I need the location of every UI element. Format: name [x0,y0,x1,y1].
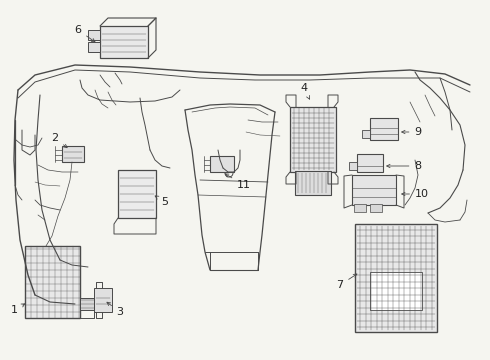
Text: 9: 9 [402,127,421,137]
Text: 5: 5 [155,196,169,207]
Bar [354,204,366,212]
Bar [118,170,156,218]
Bar [355,224,437,332]
Text: 8: 8 [387,161,421,171]
Bar [88,42,100,52]
Bar [357,154,383,172]
Bar [370,118,398,140]
Text: 7: 7 [337,274,357,290]
Bar [62,146,84,162]
Bar [290,107,336,172]
Bar [362,130,370,138]
Bar [25,246,80,318]
Text: 2: 2 [51,133,67,148]
Text: 1: 1 [10,304,25,315]
Bar [100,26,148,58]
Text: 6: 6 [74,25,95,42]
Text: 10: 10 [402,189,429,199]
Bar [349,162,357,170]
Text: 4: 4 [300,83,310,99]
Text: 11: 11 [225,174,251,190]
Bar [88,30,100,40]
Bar [352,175,396,205]
Bar [210,156,234,172]
Bar [370,272,422,310]
Bar [94,288,112,312]
Bar [80,298,94,310]
Text: 3: 3 [107,302,123,317]
Bar [370,204,382,212]
Bar [295,171,331,195]
